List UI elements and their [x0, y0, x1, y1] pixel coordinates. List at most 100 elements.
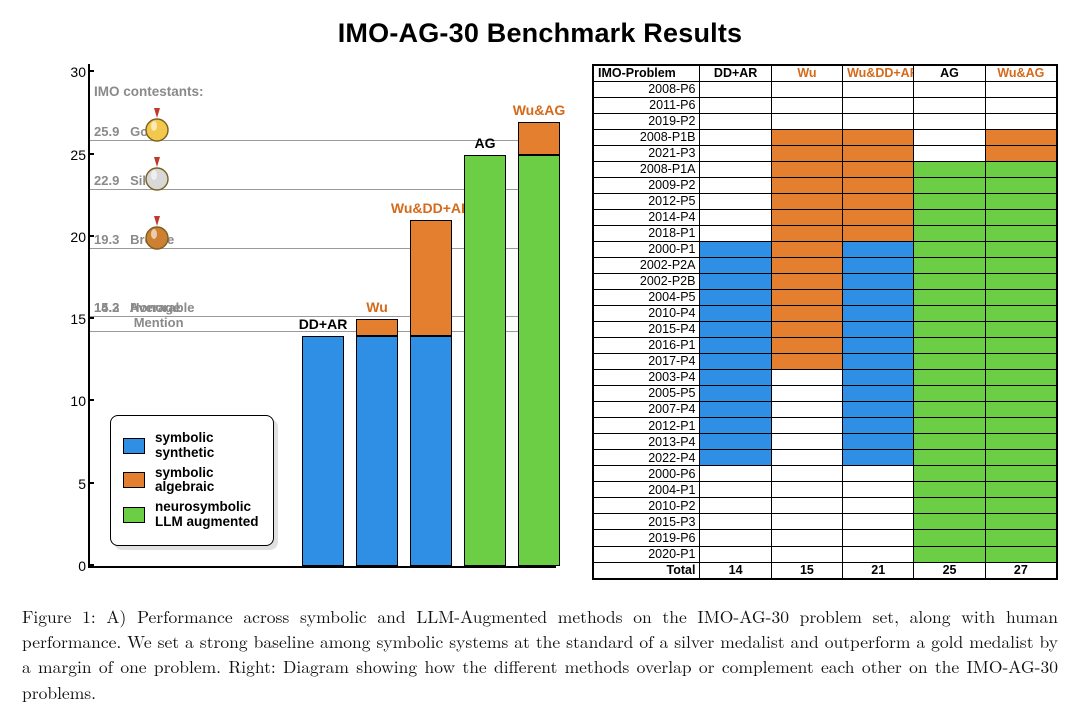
cell-fill: [914, 178, 984, 193]
table-cell: [771, 498, 842, 514]
table-cell: [914, 338, 985, 354]
table-cell: [700, 338, 771, 354]
table-cell: [771, 113, 842, 129]
table-cell: [771, 338, 842, 354]
cell-fill: [843, 370, 913, 385]
cell-fill: [914, 258, 984, 273]
table-cell: [985, 482, 1056, 498]
table-cell: [914, 145, 985, 161]
legend-label: symbolic algebraic: [155, 466, 214, 496]
table-cell: [771, 306, 842, 322]
table-cell: [700, 530, 771, 546]
table-row: 2004-P5: [594, 290, 1057, 306]
table-cell: [771, 370, 842, 386]
cell-fill: [843, 146, 913, 161]
cell-fill: [843, 162, 913, 177]
table-cell: [700, 209, 771, 225]
table-cell: [914, 434, 985, 450]
cell-fill: [986, 450, 1056, 465]
cell-fill: [843, 178, 913, 193]
table-cell: [843, 466, 914, 482]
table-cell: [914, 466, 985, 482]
table-cell: [843, 290, 914, 306]
table-row: 2012-P5: [594, 193, 1057, 209]
table-cell: [700, 193, 771, 209]
cell-fill: [700, 322, 770, 337]
cell-fill: [914, 242, 984, 257]
table-cell: [700, 97, 771, 113]
cell-fill: [843, 306, 913, 321]
cell-fill: [914, 162, 984, 177]
table-cell: [843, 145, 914, 161]
table-cell: [843, 209, 914, 225]
cell-fill: [914, 514, 984, 529]
table-row: 2019-P6: [594, 530, 1057, 546]
table-cell: [843, 338, 914, 354]
cell-fill: [772, 338, 842, 353]
table-cell: [700, 370, 771, 386]
table-cell: [985, 322, 1056, 338]
row-label: 2013-P4: [594, 434, 700, 450]
table-header: Wu&DD+AR: [843, 66, 914, 82]
table-cell: [914, 418, 985, 434]
bar-segment: [518, 122, 560, 155]
table-row: 2008-P1A: [594, 161, 1057, 177]
table-cell: [700, 145, 771, 161]
cell-fill: [914, 547, 984, 562]
table-cell: [700, 482, 771, 498]
table-row: 2008-P6: [594, 81, 1057, 97]
table-cell: [914, 354, 985, 370]
cell-fill: [700, 418, 770, 433]
table-cell: [843, 402, 914, 418]
page-title: IMO-AG-30 Benchmark Results: [0, 0, 1080, 49]
table-row: 2011-P6: [594, 97, 1057, 113]
cell-fill: [772, 226, 842, 241]
row-label: 2005-P5: [594, 386, 700, 402]
legend-swatch: [123, 507, 145, 523]
cell-fill: [843, 450, 913, 465]
totals-value: 14: [700, 562, 771, 578]
table-cell: [700, 129, 771, 145]
table-cell: [700, 81, 771, 97]
table-cell: [843, 546, 914, 562]
table-cell: [914, 530, 985, 546]
bar-label: Wu&AG: [513, 102, 566, 122]
table-cell: [700, 257, 771, 273]
cell-fill: [772, 146, 842, 161]
cell-fill: [843, 290, 913, 305]
row-label: 2012-P5: [594, 193, 700, 209]
table-cell: [771, 322, 842, 338]
table-header: DD+AR: [700, 66, 771, 82]
cell-fill: [914, 386, 984, 401]
table-cell: [914, 257, 985, 273]
row-label: 2017-P4: [594, 354, 700, 370]
table-cell: [771, 354, 842, 370]
bar-label: Wu: [366, 299, 388, 319]
table-cell: [843, 81, 914, 97]
row-label: 2004-P5: [594, 290, 700, 306]
table-cell: [700, 418, 771, 434]
cell-fill: [700, 370, 770, 385]
row-label: 2002-P2B: [594, 273, 700, 289]
table-cell: [914, 450, 985, 466]
table-row: 2000-P6: [594, 466, 1057, 482]
cell-fill: [986, 290, 1056, 305]
bar-label: DD+AR: [299, 316, 348, 336]
table-cell: [985, 145, 1056, 161]
totals-value: 21: [843, 562, 914, 578]
legend-item: symbolic algebraic: [123, 466, 259, 496]
cell-fill: [914, 482, 984, 497]
y-tick: 30: [56, 64, 86, 80]
table-cell: [843, 241, 914, 257]
row-label: 2010-P4: [594, 306, 700, 322]
totals-row: Total1415212527: [594, 562, 1057, 578]
cell-fill: [914, 498, 984, 513]
result-table: IMO-ProblemDD+ARWuWu&DD+ARAGWu&AG2008-P6…: [592, 64, 1058, 580]
table-cell: [914, 273, 985, 289]
cell-fill: [986, 418, 1056, 433]
row-label: 2016-P1: [594, 338, 700, 354]
table-cell: [700, 354, 771, 370]
cell-fill: [914, 434, 984, 449]
table-cell: [985, 466, 1056, 482]
cell-fill: [843, 338, 913, 353]
